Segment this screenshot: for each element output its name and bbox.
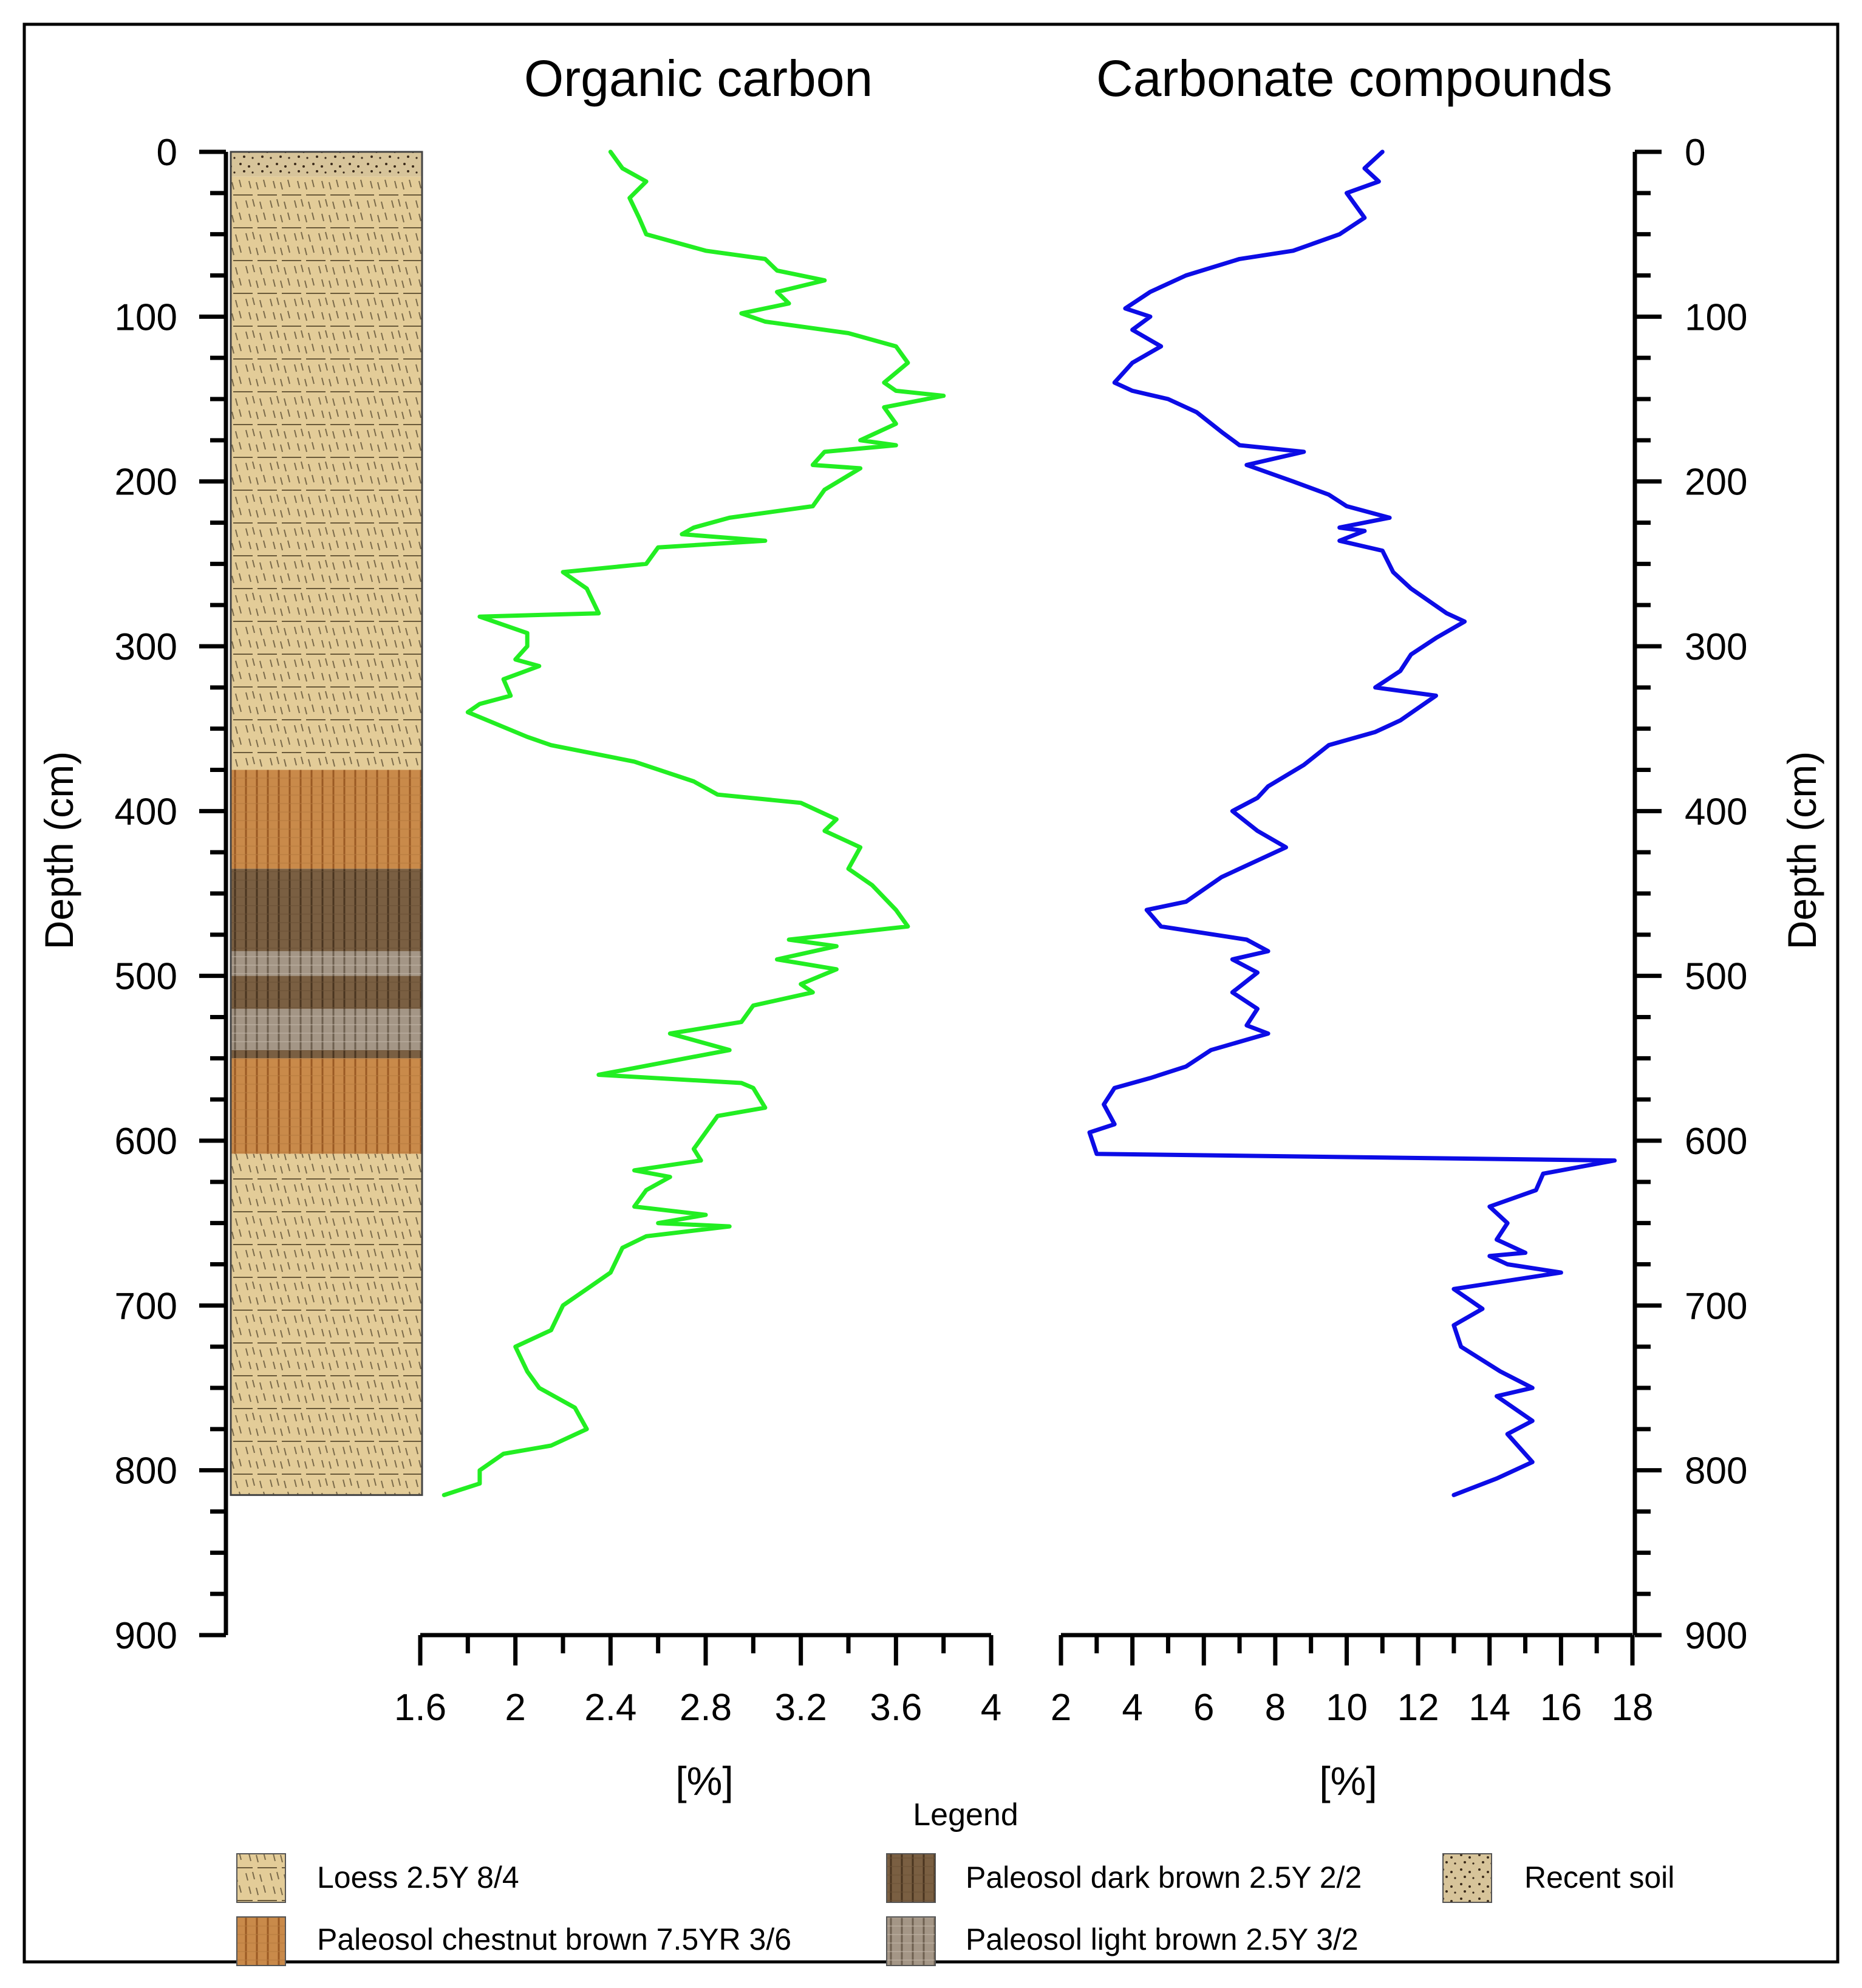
organic-carbon-xlabel: [%]: [675, 1758, 733, 1803]
legend-swatch-chestnut: [236, 1916, 286, 1966]
depth-tick-label: 700: [1685, 1285, 1747, 1327]
x-tick-label: 1.6: [394, 1687, 446, 1729]
depth-tick-label: 200: [115, 462, 177, 504]
lithology-layer-darkbrown: [231, 1050, 422, 1059]
x-tick-label: 10: [1326, 1687, 1368, 1729]
x-tick-label: 6: [1193, 1687, 1214, 1729]
lithology-column-outline: [230, 151, 423, 1496]
organic-carbon-x-axis: 1.6 2 2.4 2.8 3.2 3.6 4: [394, 1633, 1001, 1729]
depth-tick-label: 600: [115, 1121, 177, 1163]
carbonate-title: Carbonate compounds: [1096, 50, 1612, 107]
x-tick-label: 2.8: [680, 1687, 732, 1729]
depth-tick-label: 600: [1685, 1121, 1747, 1163]
legend: Legend Loess 2.5Y 8/4 Paleosol chestnut …: [236, 1797, 1674, 1966]
legend-label-chestnut: Paleosol chestnut brown 7.5YR 3/6: [317, 1922, 791, 1956]
lithology-layer-loess: [231, 176, 422, 770]
left-depth-axis: 0 100 200 300 400 500 600 700 800 900: [115, 132, 228, 1657]
depth-tick-label: 500: [1685, 956, 1747, 998]
legend-item-lightbrown: Paleosol light brown 2.5Y 3/2: [886, 1916, 1359, 1966]
depth-tick-label: 0: [1685, 132, 1705, 174]
right-depth-axis: 0 100 200 300 400 500 600 700 800 900: [1632, 132, 1747, 1657]
legend-label-loess: Loess 2.5Y 8/4: [317, 1860, 519, 1894]
lithology-layer-darkbrown: [231, 869, 422, 951]
x-tick-label: 3.2: [775, 1687, 827, 1729]
carbonate-x-axis: 2 4 6 8 10 12 14 16 18: [1051, 1633, 1654, 1729]
legend-swatch-recent: [1442, 1853, 1492, 1903]
legend-label-darkbrown: Paleosol dark brown 2.5Y 2/2: [966, 1860, 1362, 1894]
left-depth-label: Depth (cm): [36, 751, 81, 949]
lithology-layer-chestnut: [231, 770, 422, 869]
x-tick-label: 2: [505, 1687, 525, 1729]
lithology-layer-recent: [231, 152, 422, 177]
depth-tick-label: 100: [115, 296, 177, 338]
x-tick-label: 4: [981, 1687, 1001, 1729]
legend-item-chestnut: Paleosol chestnut brown 7.5YR 3/6: [236, 1916, 791, 1966]
lithology-layer-lightbrown: [231, 1008, 422, 1050]
x-tick-label: 12: [1397, 1687, 1439, 1729]
lithology-column: [230, 151, 423, 1496]
legend-title: Legend: [913, 1797, 1018, 1833]
depth-tick-label: 300: [1685, 626, 1747, 668]
depth-tick-label: 500: [115, 956, 177, 998]
depth-tick-label: 200: [1685, 462, 1747, 504]
right-depth-label: Depth (cm): [1779, 751, 1824, 949]
depth-tick-label: 300: [115, 626, 177, 668]
organic-carbon-series-line: [442, 149, 946, 1497]
depth-tick-label: 700: [115, 1285, 177, 1327]
legend-swatch-darkbrown: [886, 1853, 936, 1903]
legend-item-loess: Loess 2.5Y 8/4: [236, 1853, 519, 1903]
x-tick-label: 4: [1122, 1687, 1142, 1729]
legend-swatch-lightbrown: [886, 1916, 936, 1966]
x-tick-label: 16: [1540, 1687, 1582, 1729]
legend-swatch-loess: [236, 1853, 286, 1903]
legend-label-lightbrown: Paleosol light brown 2.5Y 3/2: [966, 1922, 1359, 1956]
depth-tick-label: 400: [1685, 791, 1747, 833]
lithology-layer-lightbrown: [231, 951, 422, 976]
depth-tick-label: 900: [115, 1615, 177, 1657]
depth-tick-label: 400: [115, 791, 177, 833]
x-tick-label: 8: [1265, 1687, 1286, 1729]
x-tick-label: 18: [1612, 1687, 1654, 1729]
x-tick-label: 14: [1468, 1687, 1510, 1729]
depth-tick-label: 100: [1685, 296, 1747, 338]
carbonate-xlabel: [%]: [1319, 1758, 1377, 1803]
organic-carbon-title: Organic carbon: [524, 50, 873, 107]
legend-item-darkbrown: Paleosol dark brown 2.5Y 2/2: [886, 1853, 1362, 1903]
lithology-layer-loess: [231, 1153, 422, 1495]
x-tick-label: 2: [1051, 1687, 1071, 1729]
depth-tick-label: 800: [1685, 1450, 1747, 1492]
depth-tick-label: 900: [1685, 1615, 1747, 1657]
depth-tick-label: 0: [157, 132, 177, 174]
lithology-layer-chestnut: [231, 1058, 422, 1154]
series-layer: [442, 149, 1617, 1497]
carbonate-series-line: [1087, 149, 1617, 1497]
x-tick-label: 3.6: [870, 1687, 922, 1729]
legend-item-recent: Recent soil: [1442, 1853, 1674, 1903]
lithology-layer-darkbrown: [231, 975, 422, 1009]
depth-tick-label: 800: [115, 1450, 177, 1492]
x-tick-label: 2.4: [584, 1687, 636, 1729]
legend-label-recent: Recent soil: [1524, 1860, 1674, 1894]
